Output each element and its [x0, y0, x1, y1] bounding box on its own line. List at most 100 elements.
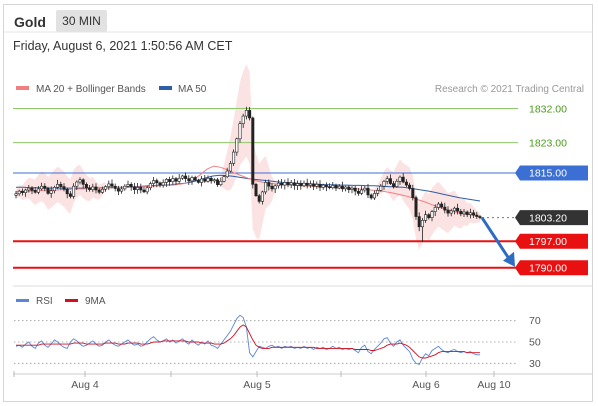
- candle-body: [43, 185, 47, 189]
- candle-body: [200, 178, 204, 183]
- ma50-legend-swatch: [159, 86, 172, 90]
- candle-body: [462, 211, 466, 215]
- candle-body: [395, 180, 399, 187]
- candle-body: [360, 189, 364, 194]
- candle-body: [238, 123, 242, 140]
- candle-body: [155, 180, 159, 184]
- candle-body: [353, 187, 357, 192]
- candle-body: [27, 187, 31, 191]
- candle-body: [382, 180, 386, 187]
- candle-body: [123, 185, 127, 190]
- rsi-ma-legend-swatch: [65, 299, 78, 302]
- candle-body: [363, 187, 367, 191]
- candle-body: [270, 185, 274, 190]
- support-level-label: 1797.00: [529, 236, 567, 248]
- rsi-line: [15, 314, 480, 365]
- x-tick-label: Aug 6: [412, 379, 440, 391]
- candle-body: [46, 188, 50, 194]
- candle-body: [468, 212, 472, 215]
- resistance-level-label: 1823.00: [529, 137, 567, 149]
- forecast-arrow-shaft: [480, 216, 511, 260]
- price-legend: MA 20 + Bollinger Bands MA 50: [16, 84, 207, 95]
- candle-body: [65, 188, 69, 195]
- candle-body: [328, 186, 332, 189]
- x-tick-label: Aug 4: [71, 379, 99, 391]
- candle-body: [315, 184, 319, 187]
- support-label-box: [515, 233, 588, 249]
- chart-frame: Gold 30 MIN: [3, 4, 593, 402]
- pivot-label-box: [515, 165, 588, 181]
- candle-body: [344, 186, 348, 190]
- candle-body: [443, 206, 447, 211]
- candle-body: [52, 187, 56, 192]
- candle-body: [40, 185, 44, 190]
- candle-body: [289, 182, 293, 185]
- instrument-title: Gold: [14, 14, 46, 30]
- candle-body: [308, 183, 312, 186]
- x-axis: Aug 4 Aug 5 Aug 6 Aug 10: [13, 371, 593, 391]
- candle-body: [312, 183, 316, 187]
- candle-body: [24, 189, 28, 193]
- ma20-legend-label: MA 20 + Bollinger Bands: [36, 84, 146, 95]
- candle-body: [424, 214, 428, 221]
- candle-body: [142, 189, 146, 193]
- candle-body: [158, 182, 162, 186]
- candle-body: [356, 190, 360, 194]
- candle-body: [78, 179, 82, 183]
- candle-body: [401, 176, 405, 183]
- candle-body: [366, 187, 370, 196]
- candle-body: [420, 220, 424, 228]
- candle-body: [369, 194, 373, 199]
- candle-body: [305, 182, 309, 186]
- candle-body: [100, 188, 104, 193]
- candle-body: [331, 185, 335, 189]
- ma20-legend-swatch: [16, 86, 29, 90]
- candle-body: [107, 183, 111, 187]
- candle-body: [193, 177, 197, 181]
- candle-body: [84, 184, 88, 189]
- candle-body: [232, 151, 236, 164]
- rsi-legend-swatch: [16, 299, 29, 302]
- candle-body: [206, 177, 210, 182]
- candle-body: [376, 190, 380, 194]
- candle-body: [91, 186, 95, 190]
- candle-body: [254, 184, 258, 196]
- candle-body: [372, 193, 376, 199]
- candle-body: [299, 183, 303, 187]
- candle-body: [427, 214, 431, 218]
- ma50-legend-label: MA 50: [178, 84, 207, 95]
- bollinger-band-2: [220, 64, 276, 240]
- current-level-label: 1803.20: [529, 212, 567, 224]
- pivot-level-label: 1815.00: [529, 168, 567, 180]
- candle-body: [241, 115, 245, 124]
- candle-body: [168, 179, 172, 182]
- candle-body: [260, 191, 264, 202]
- candle-body: [97, 189, 101, 193]
- candle-body: [216, 179, 220, 185]
- candle-body: [276, 182, 280, 187]
- timeframe-badge[interactable]: 30 MIN: [56, 10, 107, 32]
- attribution: Research © 2021 Trading Central: [435, 84, 584, 95]
- candle-body: [75, 181, 79, 187]
- candle-body: [225, 170, 229, 178]
- candle-body: [430, 211, 434, 218]
- candle-body: [414, 197, 418, 217]
- candle-body: [209, 177, 213, 182]
- candle-body: [126, 184, 130, 187]
- candle-body: [68, 193, 72, 197]
- candle-body: [14, 193, 18, 196]
- forecast-arrow: [480, 216, 515, 267]
- top-bar: Gold 30 MIN: [4, 5, 592, 37]
- candle-body: [404, 181, 408, 186]
- candle-body: [433, 207, 437, 212]
- candle-body: [196, 179, 200, 183]
- candle-body: [129, 184, 133, 188]
- rsi-panel: 70 50 30: [14, 314, 541, 370]
- candle-body: [219, 180, 223, 185]
- candle-body: [164, 179, 168, 183]
- candle-body: [459, 210, 463, 215]
- candle-body: [449, 210, 453, 214]
- candle-body: [280, 182, 284, 186]
- candle-body: [20, 190, 24, 193]
- candle-body: [283, 182, 287, 186]
